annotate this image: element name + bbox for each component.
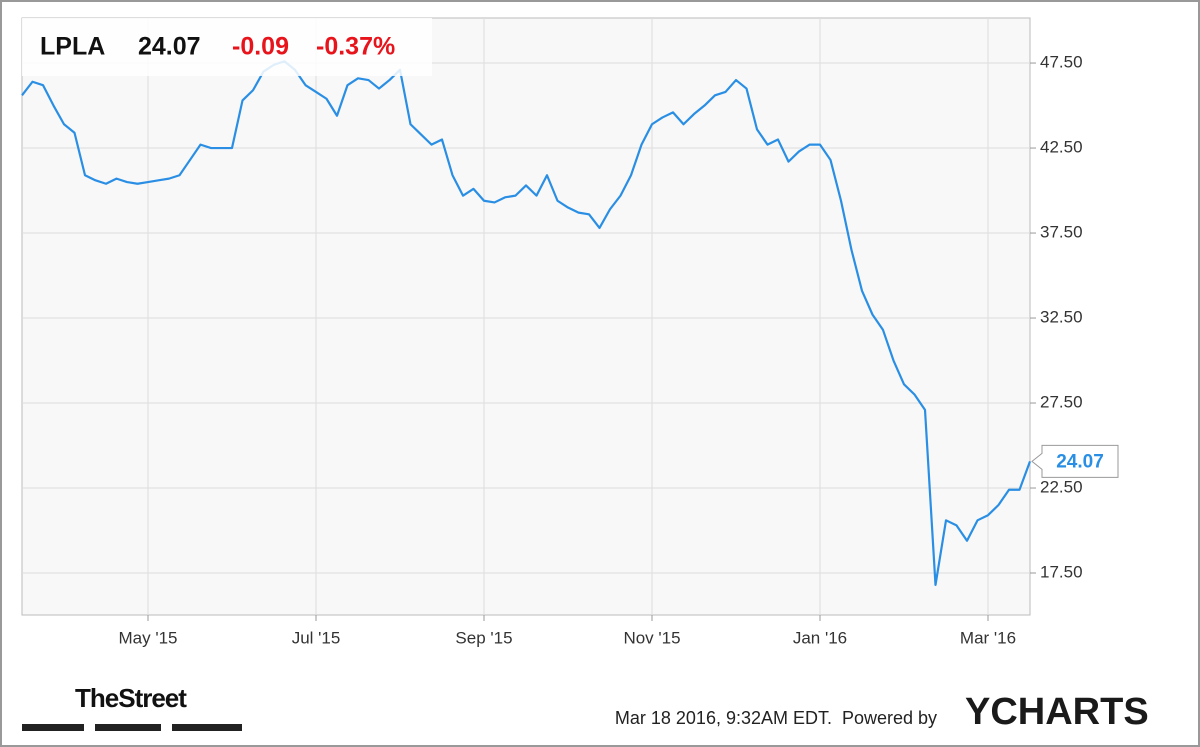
x-tick-label: Nov '15 bbox=[623, 628, 680, 647]
plot-area bbox=[21, 17, 1031, 616]
brand-logo: TheStreet bbox=[75, 683, 187, 713]
x-tick-label: Jul '15 bbox=[292, 628, 341, 647]
header-box bbox=[22, 18, 432, 76]
last-value-label: 24.07 bbox=[1056, 451, 1104, 472]
logo-bar bbox=[95, 724, 161, 731]
logo-bar bbox=[172, 724, 242, 731]
y-tick-label: 27.50 bbox=[1040, 393, 1083, 412]
price-line bbox=[21, 60, 1032, 587]
y-tick-label: 47.50 bbox=[1040, 53, 1083, 72]
y-tick-label: 17.50 bbox=[1040, 562, 1083, 581]
price: 24.07 bbox=[138, 33, 201, 61]
change-percent: -0.37% bbox=[316, 33, 395, 61]
grid: 17.50 22.50 27.50 32.50 37.50 42.50 47.50 May '… bbox=[22, 18, 1083, 647]
timestamp: Mar 18 2016, 9:32AM EDT. bbox=[615, 708, 832, 728]
y-tick-label: 42.50 bbox=[1040, 138, 1083, 157]
y-tick-label: 32.50 bbox=[1040, 308, 1083, 327]
provider-logo: YCHARTS bbox=[965, 691, 1149, 733]
y-tick-label: 37.50 bbox=[1040, 223, 1083, 242]
last-value-callout bbox=[1031, 444, 1119, 478]
x-tick-label: Mar '16 bbox=[960, 628, 1016, 647]
x-tick-label: Sep '15 bbox=[455, 628, 512, 647]
ticker: LPLA bbox=[40, 33, 105, 61]
x-tick-label: Jan '16 bbox=[793, 628, 847, 647]
marks: 24.07 bbox=[21, 60, 1119, 587]
logo-bar bbox=[22, 724, 84, 731]
powered-by: Powered by bbox=[842, 708, 937, 728]
y-tick-label: 22.50 bbox=[1040, 478, 1083, 497]
x-tick-label: May '15 bbox=[119, 628, 178, 647]
change: -0.09 bbox=[232, 33, 289, 61]
